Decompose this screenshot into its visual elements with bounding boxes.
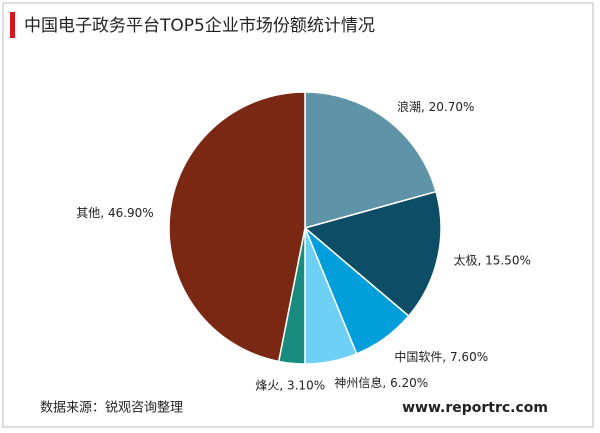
category-label: 浪潮 <box>397 99 421 114</box>
value-label: 3.10% <box>287 378 325 392</box>
data-label: 浪潮, 20.70% <box>397 99 474 114</box>
website: www.reportrc.com <box>402 400 548 416</box>
label-separator: , <box>279 378 287 392</box>
category-label: 中国软件 <box>394 348 442 363</box>
data-label: 中国软件, 7.60% <box>394 348 488 363</box>
source: 数据来源：锐观咨询整理 <box>40 401 183 416</box>
label-separator: , <box>421 100 429 114</box>
value-label: 15.50% <box>485 253 531 267</box>
category-label: 烽火 <box>255 378 279 392</box>
label-separator: , <box>382 376 390 390</box>
category-label: 太极 <box>453 252 477 267</box>
title-marker <box>10 12 15 38</box>
value-label: 46.90% <box>108 206 154 220</box>
label-separator: , <box>477 253 485 267</box>
data-label: 神州信息, 6.20% <box>334 375 428 390</box>
data-label: 烽火, 3.10% <box>255 378 325 392</box>
label-separator: , <box>100 206 108 220</box>
label-separator: , <box>442 349 450 363</box>
category-label: 其他 <box>76 206 100 220</box>
pie-slice <box>304 91 437 229</box>
value-label: 6.20% <box>390 376 428 390</box>
category-label: 神州信息 <box>334 375 382 390</box>
value-label: 20.70% <box>429 100 475 114</box>
pie-slice <box>303 190 442 318</box>
data-label: 其他, 46.90% <box>76 206 153 220</box>
data-label: 太极, 15.50% <box>453 252 530 267</box>
chart-title: 中国电子政务平台TOP5企业市场份额统计情况 <box>24 16 375 36</box>
pie-slice <box>168 91 306 363</box>
value-label: 7.60% <box>450 349 488 363</box>
